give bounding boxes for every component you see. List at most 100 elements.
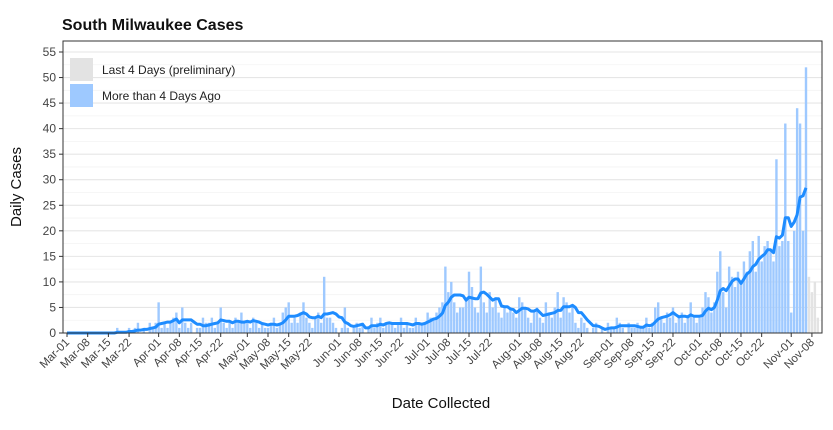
bar-daily-cases (698, 317, 701, 333)
bar-daily-cases (512, 312, 515, 333)
bar-daily-cases (686, 317, 689, 333)
bar-daily-cases (565, 302, 568, 333)
bar-daily-cases (494, 297, 497, 333)
bar-daily-cases (184, 322, 187, 333)
bar-daily-cases (600, 327, 604, 333)
bar-daily-cases (677, 317, 681, 333)
bar-daily-cases (577, 327, 580, 333)
bar-daily-cases (290, 322, 293, 333)
bar-daily-cases (402, 327, 406, 333)
bar-daily-cases (399, 317, 403, 333)
bar-daily-cases (222, 322, 225, 333)
bar-daily-cases (521, 302, 524, 333)
bar-daily-cases (396, 322, 400, 333)
bar-daily-cases (621, 327, 624, 333)
bar-daily-cases (689, 302, 692, 333)
bar-daily-cases (278, 322, 282, 333)
bar-preliminary (807, 276, 811, 333)
bar-daily-cases (784, 123, 787, 333)
bar-daily-cases (674, 322, 678, 333)
bar-daily-cases (792, 230, 796, 333)
y-tick-label: 50 (43, 71, 57, 85)
bar-daily-cases (189, 322, 193, 333)
bar-daily-cases (671, 307, 675, 333)
bar-daily-cases (225, 327, 228, 333)
bar-daily-cases (246, 322, 249, 333)
bar-daily-cases (532, 312, 536, 333)
bar-daily-cases (692, 317, 695, 333)
bar-daily-cases (523, 307, 527, 333)
bar-daily-cases (553, 307, 556, 333)
y-tick-label: 40 (43, 122, 57, 136)
bar-daily-cases (257, 327, 261, 333)
bar-daily-cases (447, 292, 450, 333)
bar-daily-cases (651, 322, 654, 333)
bar-daily-cases (299, 312, 302, 333)
bar-daily-cases (334, 327, 338, 333)
bar-daily-cases (320, 322, 323, 333)
bar-daily-cases (151, 327, 154, 333)
bar-daily-cases (795, 108, 799, 333)
bar-daily-cases (408, 327, 412, 333)
bar-daily-cases (450, 281, 453, 333)
bar-daily-cases (157, 302, 160, 333)
bar-daily-cases (766, 241, 769, 333)
y-tick-label: 30 (43, 173, 57, 187)
bar-daily-cases (550, 317, 553, 333)
bar-daily-cases (432, 317, 435, 333)
bar-daily-cases (722, 292, 725, 333)
bar-daily-cases (373, 327, 376, 333)
bar-preliminary (816, 317, 820, 333)
bar-daily-cases (787, 241, 790, 333)
bar-daily-cases (541, 322, 545, 333)
bar-daily-cases (328, 317, 332, 333)
bar-daily-cases (243, 322, 246, 333)
bar-daily-cases (586, 327, 589, 333)
bar-daily-cases (263, 327, 267, 333)
bar-daily-cases (358, 327, 361, 333)
bar-daily-cases (559, 317, 562, 333)
bar-daily-cases (464, 297, 468, 333)
bar-daily-cases (775, 159, 778, 333)
bar-daily-cases (648, 327, 651, 333)
bar-daily-cases (461, 307, 465, 333)
bar-daily-cases (509, 307, 512, 333)
bar-daily-cases (739, 281, 743, 333)
seven-day-average-line (67, 187, 808, 335)
bar-daily-cases (633, 327, 636, 333)
bar-daily-cases (801, 230, 805, 333)
bar-daily-cases (639, 327, 642, 333)
bar-daily-cases (526, 317, 530, 333)
bar-daily-cases (376, 322, 379, 333)
bar-daily-cases (659, 317, 663, 333)
bar-daily-cases (518, 297, 521, 333)
bar-daily-cases (405, 322, 409, 333)
bar-daily-cases (266, 327, 270, 333)
bar-daily-cases (544, 302, 548, 333)
bar-daily-cases (414, 317, 418, 333)
legend-label-preliminary: Last 4 Days (preliminary) (102, 63, 235, 77)
bar-daily-cases (482, 302, 485, 333)
bar-daily-cases (178, 327, 181, 333)
y-tick-label: 35 (43, 147, 57, 161)
bar-daily-cases (352, 327, 355, 333)
bar-daily-cases (367, 327, 370, 333)
bar-daily-cases (169, 322, 172, 333)
bar-daily-cases (136, 322, 140, 333)
bar-daily-cases (798, 123, 802, 333)
bar-daily-cases (207, 322, 211, 333)
bar-preliminary (813, 281, 817, 333)
bar-daily-cases (772, 261, 775, 333)
bar-daily-cases (488, 292, 491, 333)
bar-daily-cases (615, 317, 619, 333)
bar-daily-cases (538, 317, 542, 333)
bar-daily-cases (748, 251, 752, 333)
y-tick-label: 5 (49, 300, 56, 314)
bar-daily-cases (476, 312, 480, 333)
y-axis-title: Daily Cases (8, 147, 25, 227)
bar-daily-cases (260, 322, 264, 333)
bar-daily-cases (701, 307, 704, 333)
bar-daily-cases (695, 322, 698, 333)
y-tick-label: 10 (43, 275, 57, 289)
